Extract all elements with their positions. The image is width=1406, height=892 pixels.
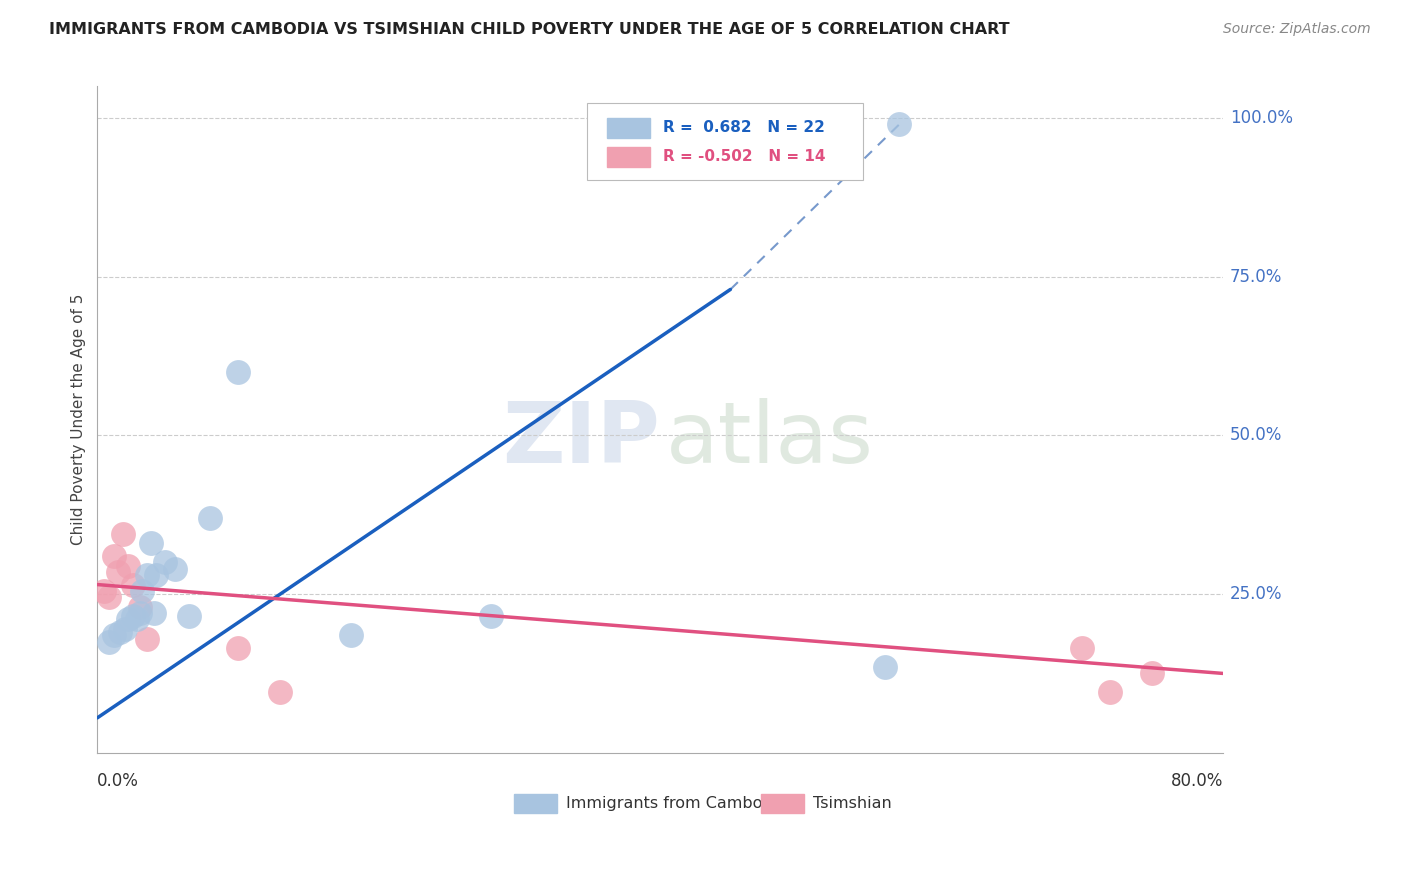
FancyBboxPatch shape <box>607 118 650 137</box>
Point <box>128 606 150 620</box>
Point <box>139 536 162 550</box>
Point <box>103 628 125 642</box>
Text: ZIP: ZIP <box>502 398 659 481</box>
Text: Source: ZipAtlas.com: Source: ZipAtlas.com <box>1223 22 1371 37</box>
Text: 50.0%: 50.0% <box>1230 426 1282 444</box>
Point <box>117 558 139 573</box>
Point <box>339 628 361 642</box>
Y-axis label: Child Poverty Under the Age of 5: Child Poverty Under the Age of 5 <box>72 293 86 545</box>
Point <box>1099 685 1122 699</box>
Point <box>226 365 249 379</box>
Text: 100.0%: 100.0% <box>1230 109 1292 127</box>
Point <box>125 612 148 626</box>
Point <box>103 549 125 563</box>
FancyBboxPatch shape <box>513 794 557 813</box>
Point <box>111 526 134 541</box>
Point <box>177 609 200 624</box>
Point <box>145 568 167 582</box>
Point <box>142 606 165 620</box>
FancyBboxPatch shape <box>586 103 863 179</box>
Text: 25.0%: 25.0% <box>1230 585 1282 603</box>
Text: 0.0%: 0.0% <box>97 772 139 789</box>
Point <box>269 685 291 699</box>
Point <box>135 568 157 582</box>
Point <box>97 634 120 648</box>
Point <box>117 612 139 626</box>
Point <box>1142 666 1164 681</box>
Point <box>875 660 897 674</box>
Point <box>226 640 249 655</box>
Text: R =  0.682   N = 22: R = 0.682 N = 22 <box>664 120 825 136</box>
Text: IMMIGRANTS FROM CAMBODIA VS TSIMSHIAN CHILD POVERTY UNDER THE AGE OF 5 CORRELATI: IMMIGRANTS FROM CAMBODIA VS TSIMSHIAN CH… <box>49 22 1010 37</box>
Point <box>1071 640 1094 655</box>
Point <box>114 622 136 636</box>
Text: 75.0%: 75.0% <box>1230 268 1282 285</box>
Point <box>889 118 911 132</box>
FancyBboxPatch shape <box>761 794 804 813</box>
Text: Immigrants from Cambodia: Immigrants from Cambodia <box>565 796 786 811</box>
FancyBboxPatch shape <box>607 146 650 167</box>
Point <box>128 599 150 614</box>
Point <box>121 577 143 591</box>
Point <box>153 555 176 569</box>
Point <box>121 609 143 624</box>
Text: R = -0.502   N = 14: R = -0.502 N = 14 <box>664 149 825 164</box>
Point <box>135 632 157 646</box>
Text: atlas: atlas <box>665 398 873 481</box>
Point <box>131 583 153 598</box>
Point <box>479 609 502 624</box>
Text: Tsimshian: Tsimshian <box>813 796 891 811</box>
Point <box>97 591 120 605</box>
Point <box>198 511 221 525</box>
Point <box>163 562 186 576</box>
Text: 80.0%: 80.0% <box>1170 772 1223 789</box>
Point <box>107 565 129 579</box>
Point <box>93 583 115 598</box>
Point <box>108 625 131 640</box>
